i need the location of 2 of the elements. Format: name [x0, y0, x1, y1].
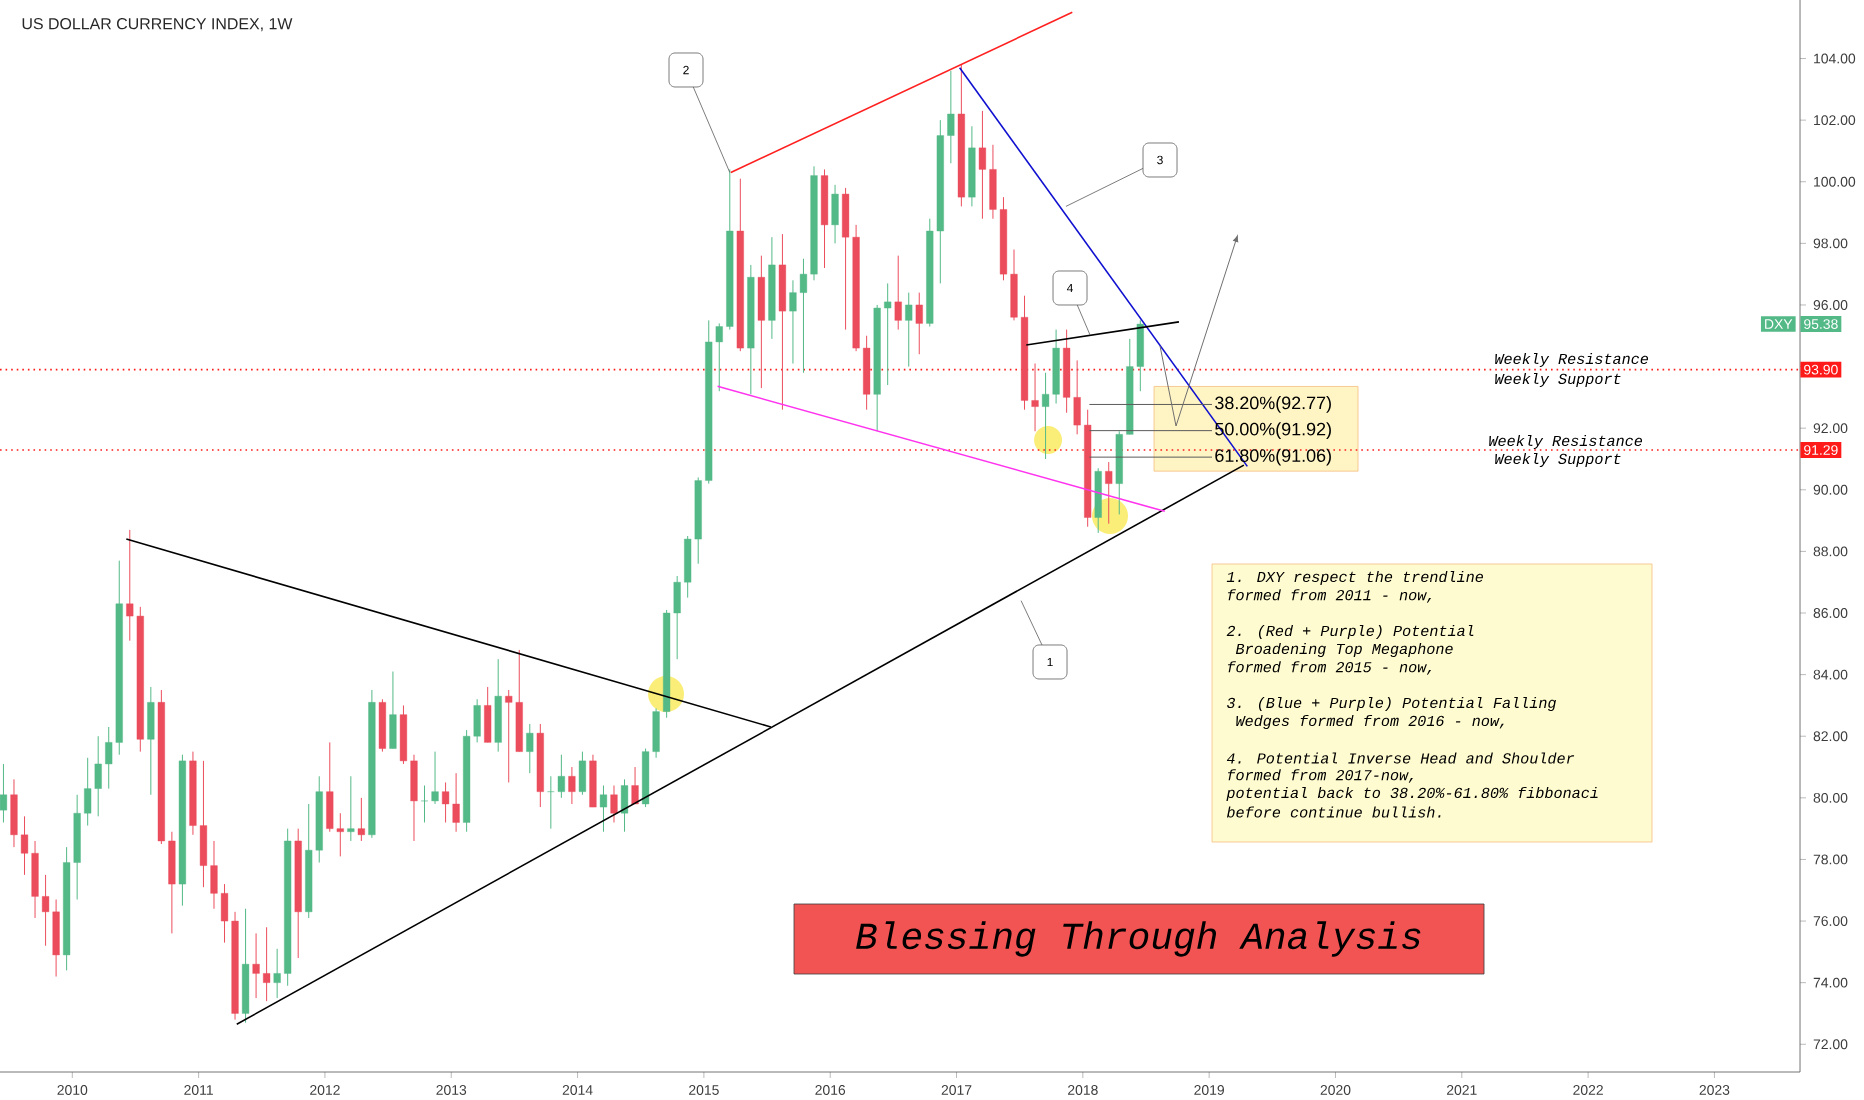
annotation: 38.20%(92.77)	[1215, 396, 1331, 413]
annotation: Blessing Through Analysis	[856, 921, 1421, 957]
